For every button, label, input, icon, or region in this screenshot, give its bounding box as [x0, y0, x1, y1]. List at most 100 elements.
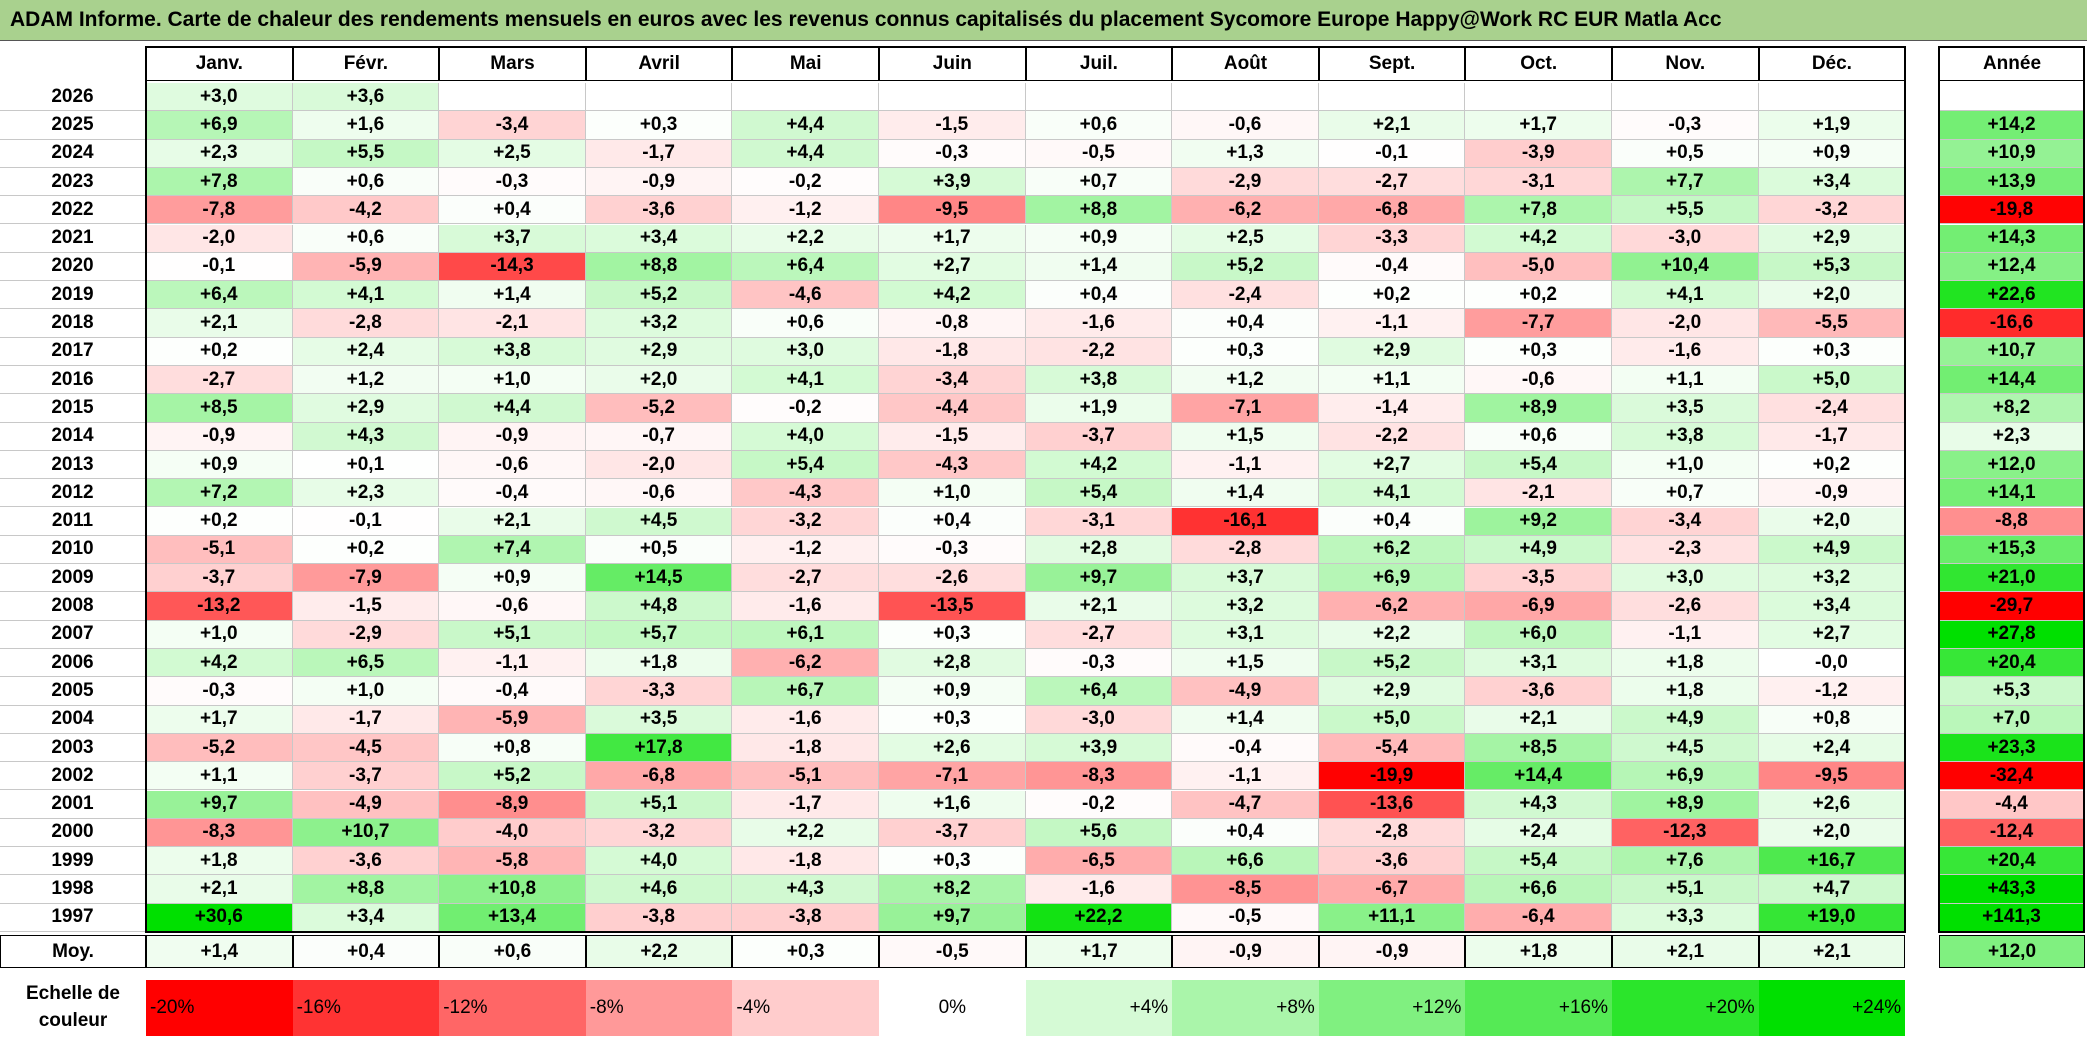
heatmap-cell: +6,4 [146, 281, 293, 310]
heatmap-cell: +5,0 [1318, 705, 1466, 734]
heatmap-cell: +3,7 [439, 224, 586, 253]
heatmap-cell: -6,4 [1465, 903, 1612, 932]
heatmap-cell: -3,4 [439, 111, 586, 140]
heatmap-cell: -9,5 [879, 196, 1026, 225]
heatmap-cell: -4,2 [292, 196, 440, 225]
page-title: ADAM Informe. Carte de chaleur des rende… [0, 0, 2087, 41]
heatmap-cell: +4,2 [1025, 450, 1173, 480]
heatmap-cell: -1,5 [292, 592, 440, 621]
heatmap-cell: +4,2 [879, 281, 1026, 310]
heatmap-cell: -1,7 [732, 790, 879, 819]
heatmap-cell: -1,5 [879, 422, 1026, 451]
heatmap-cell: +2,9 [1318, 337, 1466, 366]
color-scale-swatch: -12% [439, 980, 586, 1036]
heatmap-cell: -0,3 [879, 535, 1026, 565]
heatmap-cell: +0,6 [292, 167, 440, 197]
annual-cell: +21,0 [1939, 564, 2085, 593]
heatmap-cell: +3,4 [292, 903, 440, 932]
heatmap-cell: +5,0 [1758, 366, 1906, 395]
heatmap-cell: +3,8 [1612, 422, 1759, 451]
heatmap-cell: -0,6 [585, 479, 733, 508]
heatmap-cell: +2,1 [1318, 111, 1466, 140]
heatmap-cell: +2,8 [1025, 535, 1173, 565]
heatmap-cell: -0,9 [585, 167, 733, 197]
heatmap-cell: +0,5 [1612, 139, 1759, 168]
heatmap-cell: +0,6 [1465, 422, 1612, 451]
heatmap-cell: -6,8 [585, 762, 733, 791]
heatmap-cell: +6,2 [1318, 535, 1466, 565]
annual-cell: +20,4 [1939, 649, 2085, 678]
heatmap-cell: +2,1 [1025, 592, 1173, 621]
average-cell: -0,5 [879, 935, 1026, 968]
year-label: 2011 [0, 507, 146, 536]
heatmap-cell: -1,8 [732, 733, 879, 763]
heatmap-cell: -4,4 [879, 394, 1026, 423]
heatmap-cell: -2,3 [1612, 535, 1759, 565]
heatmap-cell: +3,3 [1612, 903, 1759, 932]
heatmap-cell: -2,0 [1612, 309, 1759, 338]
heatmap-cell: -4,3 [732, 479, 879, 508]
heatmap-cell: -1,6 [732, 592, 879, 621]
heatmap-cell: -0,6 [1172, 111, 1319, 140]
year-label: 2001 [0, 790, 146, 819]
year-label: 2008 [0, 592, 146, 621]
heatmap-cell: +5,5 [1612, 196, 1759, 225]
heatmap-cell: +2,1 [146, 309, 293, 338]
heatmap-cell: +3,5 [1612, 394, 1759, 423]
heatmap-cell: -8,5 [1172, 875, 1319, 904]
heatmap-cell: +1,2 [292, 366, 440, 395]
heatmap-cell: -3,2 [1758, 196, 1906, 225]
heatmap-cell: +3,0 [1612, 564, 1759, 593]
heatmap-cell: -8,9 [439, 790, 586, 819]
heatmap-cell: -5,8 [439, 847, 586, 876]
heatmap-cell: -16,1 [1172, 507, 1319, 536]
heatmap-cell: -6,5 [1025, 847, 1173, 876]
heatmap-cell: -2,6 [879, 564, 1026, 593]
year-label: 2002 [0, 762, 146, 791]
average-cell: +2,1 [1612, 935, 1759, 968]
heatmap-cell: +6,4 [732, 252, 879, 282]
year-label: 2010 [0, 535, 146, 565]
heatmap-cell: -1,1 [1172, 450, 1319, 480]
heatmap-cell: -0,1 [146, 252, 293, 282]
heatmap-cell: +3,9 [879, 167, 1026, 197]
heatmap-cell: +13,4 [439, 903, 586, 932]
heatmap-cell: -6,2 [1172, 196, 1319, 225]
heatmap-cell: -7,1 [879, 762, 1026, 791]
heatmap-cell: +1,4 [1025, 252, 1173, 282]
heatmap-cell: +2,2 [1318, 620, 1466, 649]
heatmap-cell: +5,5 [292, 139, 440, 168]
heatmap-cell: -3,3 [585, 677, 733, 706]
heatmap-cell: +2,1 [1465, 705, 1612, 734]
heatmap-cell: +1,9 [1025, 394, 1173, 423]
heatmap-cell: +1,2 [1172, 366, 1319, 395]
heatmap-cell: -1,6 [1025, 309, 1173, 338]
heatmap-cell: +1,9 [1758, 111, 1906, 140]
heatmap-cell: +16,7 [1758, 847, 1906, 876]
heatmap-cell: -2,8 [1172, 535, 1319, 565]
annual-cell: +22,6 [1939, 281, 2085, 310]
year-label: 2015 [0, 394, 146, 423]
annual-cell: -8,8 [1939, 507, 2085, 536]
heatmap-cell: -3,4 [1612, 507, 1759, 536]
year-label: 2014 [0, 422, 146, 451]
year-label: 1998 [0, 875, 146, 904]
heatmap-cell: +10,4 [1612, 252, 1759, 282]
heatmap-cell: -6,2 [1318, 592, 1466, 621]
annual-cell: +27,8 [1939, 620, 2085, 649]
annual-cell: -29,7 [1939, 592, 2085, 621]
heatmap-cell: +5,4 [1025, 479, 1173, 508]
heatmap-cell: +4,6 [585, 875, 733, 904]
heatmap-cell: -0,2 [732, 394, 879, 423]
heatmap-cell: +3,5 [585, 705, 733, 734]
heatmap-cell [1612, 83, 1759, 112]
heatmap-cell: +9,2 [1465, 507, 1612, 536]
heatmap-cell: -0,8 [879, 309, 1026, 338]
heatmap-cell: +0,2 [1465, 281, 1612, 310]
heatmap-cell: -1,1 [1318, 309, 1466, 338]
heatmap-cell: +30,6 [146, 903, 293, 932]
heatmap-cell: -3,7 [879, 818, 1026, 848]
heatmap-cell: -4,9 [292, 790, 440, 819]
heatmap-cell [732, 83, 879, 112]
heatmap-cell: -14,3 [439, 252, 586, 282]
